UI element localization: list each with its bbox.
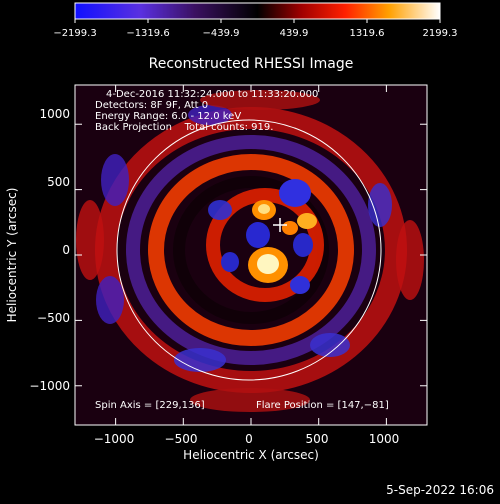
colorbar-label-4: 1319.6 [350,28,385,39]
solar-limb-circle [116,119,382,381]
inner-blue-4 [293,233,313,257]
bright-source-3 [297,213,317,229]
ytick-label-1: 500 [47,175,70,189]
xtick-label-2: 0 [245,432,253,446]
chart-title: Reconstructed RHESSI Image [149,56,354,72]
annotation-energy-range: Energy Range: 6.0 - 12.0 keV [95,111,241,122]
colorbar-label-0: −2199.3 [53,28,96,39]
inner-blue-1 [279,179,311,207]
inner-blue-3 [221,252,239,272]
ring-inner-red [206,188,324,302]
outer-blob-1 [101,154,129,206]
outer-blob-5 [368,183,392,227]
ring-mid-orange [148,154,354,346]
annotation-flare-position: Flare Position = [147,−81] [256,400,389,411]
colorbar-label-3: 439.9 [280,28,309,39]
outer-red-3 [190,388,310,412]
ytick-label-0: 1000 [39,107,70,121]
xtick-label-1: −500 [165,432,198,446]
bright-source-4 [282,221,298,235]
inner-blue-2 [246,222,270,248]
y-axis-label: Heliocentric Y (arcsec) [5,188,19,323]
flare-position-marker [273,218,287,232]
outer-red-1 [76,200,104,280]
annotation-spin-axis: Spin Axis = [229,136] [95,400,205,411]
date-stamp: 5-Sep-2022 16:06 [386,483,494,497]
ytick-label-2: 0 [62,243,70,257]
bright-source-main [257,254,279,274]
inner-blue-5 [290,276,310,294]
annotation-method-counts: Back Projection Total counts: 919. [95,122,273,133]
annotation-detectors: Detectors: 8F 9F, Att 0 [95,100,208,111]
annotation-time-range: 4-Dec-2016 11:32:24.000 to 11:33:20.000 [106,89,318,100]
outer-red-2 [396,220,424,300]
colorbar-ticks [74,19,441,23]
heatmap [76,90,424,412]
ytick-label-3: −500 [37,311,70,325]
bright-source-2 [258,204,270,214]
x-axis-label: Heliocentric X (arcsec) [183,448,319,462]
colorbar-label-2: −439.9 [202,28,239,39]
outer-blob-3 [174,348,226,372]
ring-outer-red [95,107,407,393]
xtick-label-4: 1000 [369,432,400,446]
ytick-label-4: −1000 [29,379,70,393]
outer-red-4 [200,90,320,110]
colorbar-label-1: −1319.6 [126,28,169,39]
axis-ticks [75,85,427,425]
xtick-label-0: −1000 [94,432,135,446]
outer-blob-6 [188,105,232,125]
outer-blob-2 [96,276,124,324]
inner-blue-6 [208,200,232,220]
outer-blob-4 [310,333,350,357]
xtick-label-3: 500 [306,432,329,446]
colorbar-label-5: 2199.3 [423,28,458,39]
ring-outer-purple [126,135,376,365]
colorbar [74,2,441,20]
